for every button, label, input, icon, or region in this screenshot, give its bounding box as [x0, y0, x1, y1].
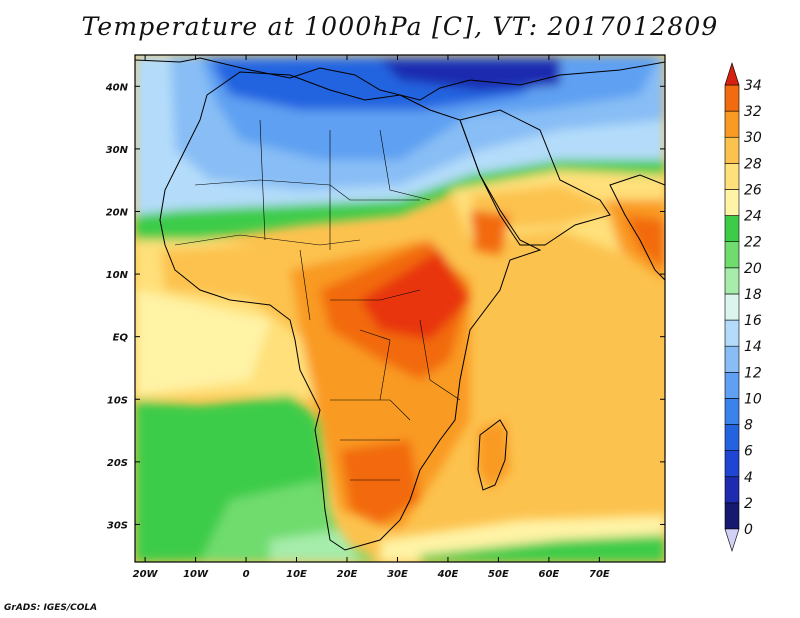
y-tick-label: 20N	[106, 207, 129, 218]
y-tick-label: 40N	[105, 82, 129, 93]
x-tick-label: 60E	[539, 569, 560, 580]
colorbar-label: 24	[744, 209, 762, 225]
longitude-axis: 20W 10W 0 10E 20E 30E 40E 50E 60E 70E	[133, 55, 610, 580]
colorbar-label: 10	[744, 391, 762, 407]
arabia-coastline	[459, 109, 611, 246]
colorbar-label: 6	[744, 444, 753, 460]
colorbar-segment	[724, 398, 740, 425]
india-coastline	[609, 174, 665, 281]
map-plot-area	[135, 55, 665, 562]
colorbar-label: 28	[744, 156, 762, 172]
x-tick-label: 10E	[286, 569, 307, 580]
y-tick-label: 30S	[107, 520, 128, 531]
colorbar-segment	[724, 267, 740, 295]
grads-credit: GrADS: IGES/COLA	[4, 603, 98, 613]
x-tick-label: 20W	[133, 569, 159, 580]
colorbar-label: 30	[744, 130, 762, 146]
x-tick-label: 70E	[589, 569, 610, 580]
colorbar-over-arrow	[724, 62, 740, 86]
field-atlantic-22	[135, 290, 270, 395]
y-tick-label: EQ	[113, 333, 129, 344]
colorbar-label: 16	[744, 313, 762, 329]
field-madagascar-28	[478, 420, 510, 490]
colorbar-label: 4	[744, 470, 753, 486]
europe-coastline	[135, 57, 665, 101]
colorbar-segment	[724, 241, 740, 269]
colorbar-label: 14	[744, 339, 762, 355]
x-tick-label: 20E	[337, 569, 358, 580]
colorbar-segment	[724, 163, 740, 190]
colorbar-label: 20	[744, 261, 762, 277]
y-tick-label: 30N	[106, 145, 129, 156]
colorbar-label: 8	[744, 418, 753, 434]
colorbar-segment	[724, 136, 740, 164]
colorbar-segment	[724, 502, 740, 530]
y-tick-label: 10S	[107, 395, 128, 406]
coastlines-borders	[135, 57, 665, 551]
colorbar-segment	[724, 110, 740, 138]
colorbar-label: 12	[744, 365, 762, 381]
colorbar-label: 0	[744, 522, 753, 538]
colorbar-label: 2	[744, 496, 753, 512]
colorbar-segment	[724, 424, 740, 451]
colorbar-label: 34	[744, 78, 762, 94]
latitude-axis: 40N 30N 20N 10N EQ 10S 20S 30S	[105, 82, 665, 531]
field-africa-32	[360, 250, 470, 340]
plot-frame	[134, 54, 666, 563]
x-tick-label: 50E	[488, 569, 509, 580]
field-southern-africa-30	[340, 440, 420, 525]
colorbar-segment	[724, 371, 740, 399]
x-tick-label: 0	[243, 569, 250, 580]
country-borders	[174, 119, 461, 481]
colorbar-label: 22	[744, 235, 762, 251]
colorbar-label: 18	[744, 287, 762, 303]
x-tick-label: 40E	[437, 569, 459, 580]
field-north-2	[380, 58, 560, 90]
colorbar-segment	[724, 476, 740, 504]
y-tick-label: 10N	[106, 270, 129, 281]
temperature-field-shading	[135, 55, 665, 562]
field-india-32	[625, 215, 665, 270]
x-tick-label: 10W	[183, 569, 209, 580]
colorbar-segment	[724, 293, 740, 321]
colorbar-segment	[724, 319, 740, 347]
colorbar-under-arrow	[724, 528, 740, 552]
colorbar-segment	[724, 345, 740, 373]
colorbar-label: 26	[744, 182, 762, 198]
africa-coastline	[159, 71, 542, 551]
field-south-indian-20	[420, 535, 665, 562]
map-title: Temperature at 1000hPa [C], VT: 20170128…	[81, 12, 719, 41]
colorbar-label: 32	[744, 104, 762, 120]
colorbar-segment	[724, 450, 740, 478]
colorbar-segment	[724, 84, 740, 112]
madagascar-coastline	[477, 419, 508, 491]
field-horn-30	[470, 210, 510, 255]
colorbar-segment	[724, 215, 740, 243]
x-tick-label: 30E	[387, 569, 408, 580]
y-tick-label: 20S	[107, 458, 128, 469]
field-cape-16	[270, 530, 360, 562]
colorbar-segment	[724, 189, 740, 216]
